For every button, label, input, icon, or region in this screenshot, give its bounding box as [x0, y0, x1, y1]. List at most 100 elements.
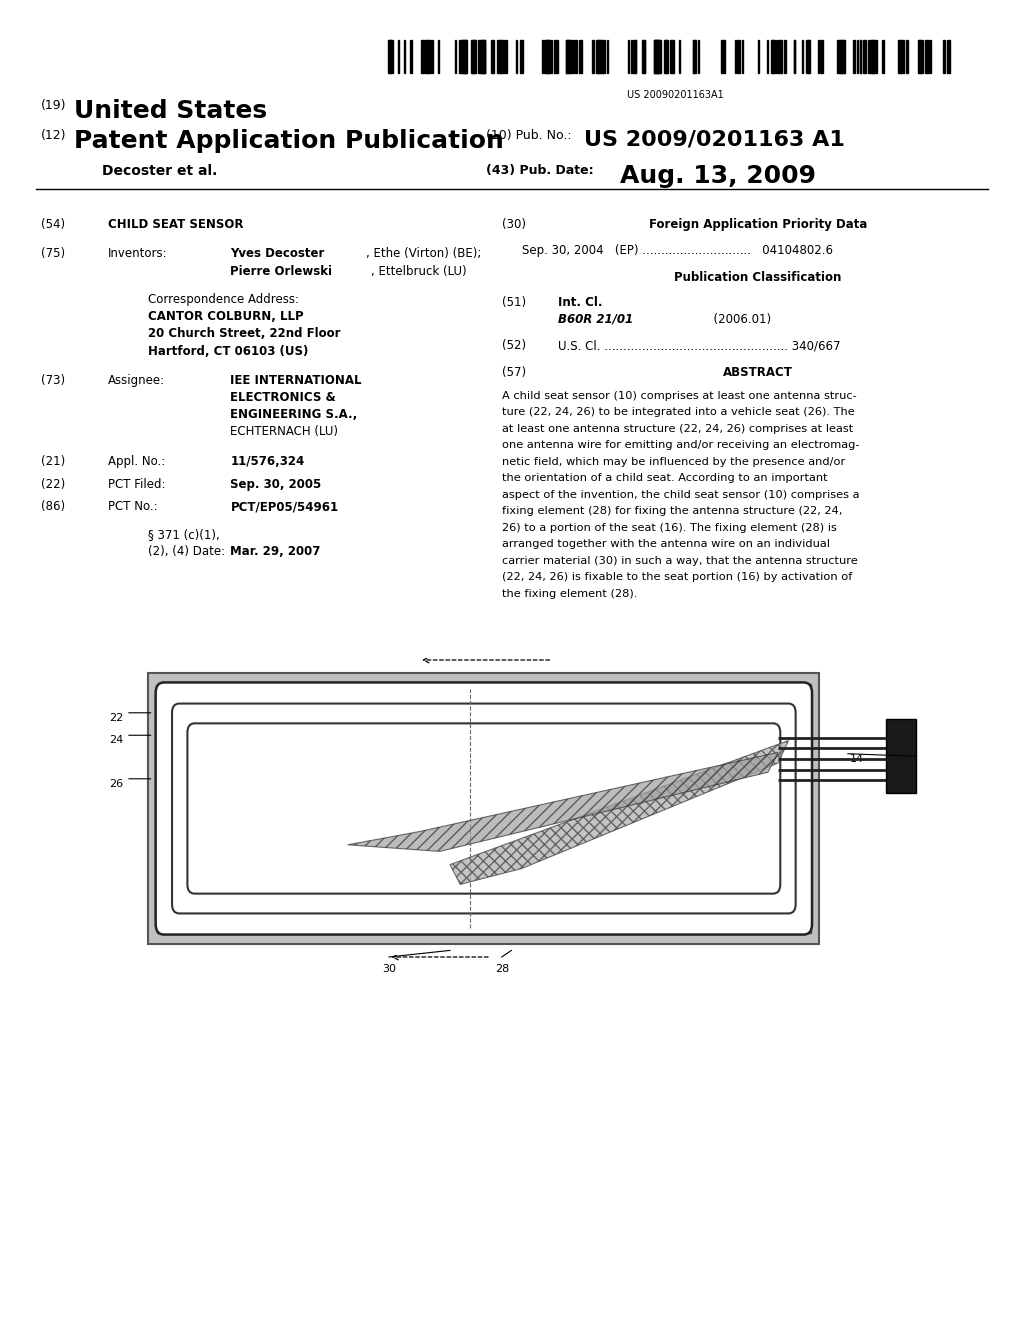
Text: Int. Cl.: Int. Cl.	[558, 296, 602, 309]
Bar	[665, 40, 668, 73]
Bar	[575, 40, 577, 73]
Bar	[546, 40, 549, 73]
Text: arranged together with the antenna wire on an individual: arranged together with the antenna wire …	[502, 539, 829, 549]
Text: (2006.01): (2006.01)	[676, 313, 771, 326]
Text: Assignee:: Assignee:	[108, 374, 165, 387]
Text: ABSTRACT: ABSTRACT	[723, 366, 793, 379]
Text: 22: 22	[109, 713, 123, 723]
Bar	[795, 40, 796, 73]
Text: U.S. Cl. ................................................. 340/667: U.S. Cl. ...............................…	[558, 339, 841, 352]
Bar	[478, 40, 481, 73]
Bar	[654, 40, 658, 73]
Bar	[148, 673, 819, 944]
Bar	[516, 40, 517, 73]
Bar	[547, 40, 549, 73]
Text: Publication Classification: Publication Classification	[674, 271, 842, 284]
Polygon shape	[450, 741, 788, 884]
Text: carrier material (30) in such a way, that the antenna structure: carrier material (30) in such a way, tha…	[502, 556, 857, 566]
Text: Foreign Application Priority Data: Foreign Application Priority Data	[648, 218, 867, 231]
Bar	[818, 40, 819, 73]
Bar	[794, 40, 796, 73]
Bar	[802, 40, 803, 73]
Bar	[758, 40, 759, 73]
FancyBboxPatch shape	[172, 704, 796, 913]
Text: (51): (51)	[502, 296, 526, 309]
Text: ture (22, 24, 26) to be integrated into a vehicle seat (26). The: ture (22, 24, 26) to be integrated into …	[502, 407, 854, 417]
Text: 24: 24	[109, 735, 123, 746]
Bar	[629, 40, 630, 73]
Bar	[490, 40, 494, 73]
Bar	[853, 40, 855, 73]
Bar	[693, 40, 696, 73]
Bar	[462, 40, 466, 73]
Text: Yves Decoster: Yves Decoster	[230, 247, 325, 260]
Bar	[157, 684, 811, 933]
Text: PCT/EP05/54961: PCT/EP05/54961	[230, 500, 339, 513]
Text: IEE INTERNATIONAL: IEE INTERNATIONAL	[230, 374, 361, 387]
Text: (75): (75)	[41, 247, 66, 260]
Text: (2), (4) Date:: (2), (4) Date:	[148, 545, 225, 558]
Bar	[397, 40, 398, 73]
Bar	[737, 40, 740, 73]
Text: ECHTERNACH (LU): ECHTERNACH (LU)	[230, 425, 338, 438]
Text: § 371 (c)(1),: § 371 (c)(1),	[148, 528, 220, 541]
Bar	[580, 40, 583, 73]
Bar	[778, 40, 781, 73]
Text: Sep. 30, 2004   (EP) .............................   04104802.6: Sep. 30, 2004 (EP) .....................…	[522, 244, 834, 257]
Bar	[857, 40, 858, 73]
Bar	[898, 40, 900, 73]
Text: (19): (19)	[41, 99, 67, 112]
Text: Decoster et al.: Decoster et al.	[102, 164, 218, 178]
Text: (86): (86)	[41, 500, 66, 513]
Text: US 2009/0201163 A1: US 2009/0201163 A1	[584, 129, 845, 149]
Text: (52): (52)	[502, 339, 526, 352]
Text: (73): (73)	[41, 374, 66, 387]
Bar	[862, 40, 865, 73]
Bar	[741, 40, 743, 73]
Bar	[841, 40, 843, 73]
Bar	[635, 40, 636, 73]
Bar	[644, 40, 645, 73]
Text: ENGINEERING S.A.,: ENGINEERING S.A.,	[230, 408, 357, 421]
Text: (12): (12)	[41, 129, 67, 143]
Bar	[867, 40, 871, 73]
Text: fixing element (28) for fixing the antenna structure (22, 24,: fixing element (28) for fixing the anten…	[502, 506, 842, 516]
Bar	[566, 40, 570, 73]
Bar	[403, 40, 406, 73]
Bar	[597, 40, 600, 73]
Bar	[411, 40, 413, 73]
Bar	[670, 40, 673, 73]
Bar	[455, 40, 456, 73]
Bar	[673, 40, 674, 73]
Bar	[843, 40, 845, 73]
Text: , Ethe (Virton) (BE);: , Ethe (Virton) (BE);	[366, 247, 481, 260]
Bar	[460, 40, 462, 73]
Bar	[860, 40, 861, 73]
Text: A child seat sensor (10) comprises at least one antenna struc-: A child seat sensor (10) comprises at le…	[502, 391, 856, 401]
Bar	[465, 40, 466, 73]
Bar	[781, 40, 782, 73]
Bar	[472, 40, 476, 73]
Bar	[882, 40, 884, 73]
Bar	[632, 40, 633, 73]
Bar	[483, 40, 484, 73]
Bar	[692, 40, 694, 73]
Bar	[772, 40, 775, 73]
Bar	[900, 40, 904, 73]
Text: Pierre Orlewski: Pierre Orlewski	[230, 265, 333, 279]
Bar	[438, 40, 439, 73]
Bar	[505, 40, 507, 73]
Bar	[603, 40, 605, 73]
Bar	[554, 40, 558, 73]
Text: at least one antenna structure (22, 24, 26) comprises at least: at least one antenna structure (22, 24, …	[502, 424, 853, 434]
FancyBboxPatch shape	[156, 682, 812, 935]
Polygon shape	[347, 752, 778, 851]
Text: (30): (30)	[502, 218, 525, 231]
Text: (21): (21)	[41, 455, 66, 469]
Text: (57): (57)	[502, 366, 526, 379]
Bar	[569, 40, 570, 73]
Text: 14: 14	[850, 754, 864, 764]
Text: (22): (22)	[41, 478, 66, 491]
Bar	[547, 40, 549, 73]
Text: (10) Pub. No.:: (10) Pub. No.:	[486, 129, 572, 143]
